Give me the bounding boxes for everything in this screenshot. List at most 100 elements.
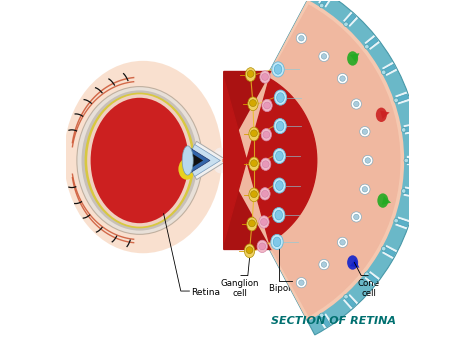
Polygon shape [350, 259, 360, 268]
Ellipse shape [276, 93, 284, 102]
Circle shape [319, 51, 329, 61]
Circle shape [362, 187, 368, 192]
Wedge shape [364, 271, 380, 286]
Wedge shape [318, 313, 332, 329]
Circle shape [353, 101, 359, 107]
Ellipse shape [249, 157, 259, 171]
Circle shape [246, 247, 253, 254]
Wedge shape [343, 294, 358, 309]
Wedge shape [187, 148, 210, 173]
Ellipse shape [64, 61, 222, 253]
Ellipse shape [274, 65, 282, 74]
Ellipse shape [376, 108, 387, 122]
Circle shape [319, 259, 329, 270]
Circle shape [250, 130, 257, 137]
Ellipse shape [248, 97, 258, 111]
Ellipse shape [273, 208, 285, 223]
Ellipse shape [273, 148, 285, 164]
Text: Cone
cell: Cone cell [358, 279, 380, 298]
Circle shape [248, 220, 256, 227]
Wedge shape [364, 35, 380, 50]
Text: Bipolar cell: Bipolar cell [268, 284, 316, 293]
Ellipse shape [82, 90, 198, 230]
Ellipse shape [213, 151, 228, 173]
Polygon shape [344, 295, 356, 307]
Polygon shape [403, 126, 416, 132]
Polygon shape [224, 78, 317, 243]
Circle shape [360, 184, 370, 195]
Circle shape [337, 73, 348, 84]
Ellipse shape [377, 193, 389, 208]
Wedge shape [222, 6, 401, 315]
Ellipse shape [276, 151, 283, 161]
Ellipse shape [85, 92, 195, 228]
Polygon shape [344, 13, 356, 26]
Circle shape [262, 73, 268, 80]
Circle shape [185, 161, 190, 166]
Circle shape [264, 102, 270, 109]
Ellipse shape [273, 178, 285, 193]
Ellipse shape [87, 94, 192, 227]
Polygon shape [365, 37, 378, 49]
Wedge shape [395, 217, 409, 229]
Circle shape [259, 243, 266, 250]
Circle shape [351, 99, 361, 109]
Wedge shape [222, 4, 400, 317]
Ellipse shape [259, 216, 269, 228]
Polygon shape [395, 94, 408, 102]
Circle shape [401, 189, 406, 193]
Polygon shape [382, 247, 396, 257]
Circle shape [321, 262, 327, 267]
Ellipse shape [273, 237, 281, 247]
Circle shape [365, 45, 369, 49]
Ellipse shape [249, 127, 259, 141]
Polygon shape [365, 272, 378, 284]
Circle shape [404, 158, 408, 163]
Polygon shape [224, 71, 326, 249]
Wedge shape [190, 153, 203, 168]
Ellipse shape [182, 146, 193, 175]
Ellipse shape [347, 255, 358, 270]
Polygon shape [380, 110, 389, 119]
Circle shape [320, 313, 324, 317]
Ellipse shape [261, 129, 272, 141]
Wedge shape [404, 187, 417, 198]
Ellipse shape [179, 158, 195, 180]
Ellipse shape [91, 98, 189, 223]
Ellipse shape [274, 119, 286, 134]
Ellipse shape [249, 188, 259, 202]
Circle shape [250, 191, 257, 198]
Ellipse shape [276, 121, 284, 131]
Wedge shape [222, 73, 324, 248]
Circle shape [247, 70, 254, 77]
Ellipse shape [260, 158, 271, 170]
Circle shape [299, 280, 304, 285]
Polygon shape [320, 0, 331, 7]
Wedge shape [222, 67, 331, 254]
Ellipse shape [77, 87, 202, 234]
Circle shape [362, 155, 373, 166]
Ellipse shape [260, 188, 270, 200]
Polygon shape [406, 158, 418, 163]
Polygon shape [403, 189, 416, 195]
Polygon shape [350, 53, 360, 62]
Polygon shape [320, 314, 331, 327]
Circle shape [299, 36, 304, 41]
Text: Retina: Retina [191, 288, 220, 297]
Circle shape [365, 158, 370, 163]
Ellipse shape [272, 62, 284, 77]
Ellipse shape [276, 181, 283, 190]
Wedge shape [222, 0, 419, 335]
Circle shape [249, 100, 256, 107]
Wedge shape [222, 4, 402, 317]
Ellipse shape [247, 217, 257, 231]
Ellipse shape [213, 148, 228, 170]
Circle shape [320, 3, 324, 8]
Ellipse shape [244, 244, 255, 258]
Circle shape [362, 129, 368, 135]
Ellipse shape [257, 240, 267, 253]
Text: RPE: RPE [0, 344, 1, 345]
Wedge shape [395, 91, 409, 105]
Circle shape [340, 240, 345, 245]
Circle shape [296, 33, 306, 43]
